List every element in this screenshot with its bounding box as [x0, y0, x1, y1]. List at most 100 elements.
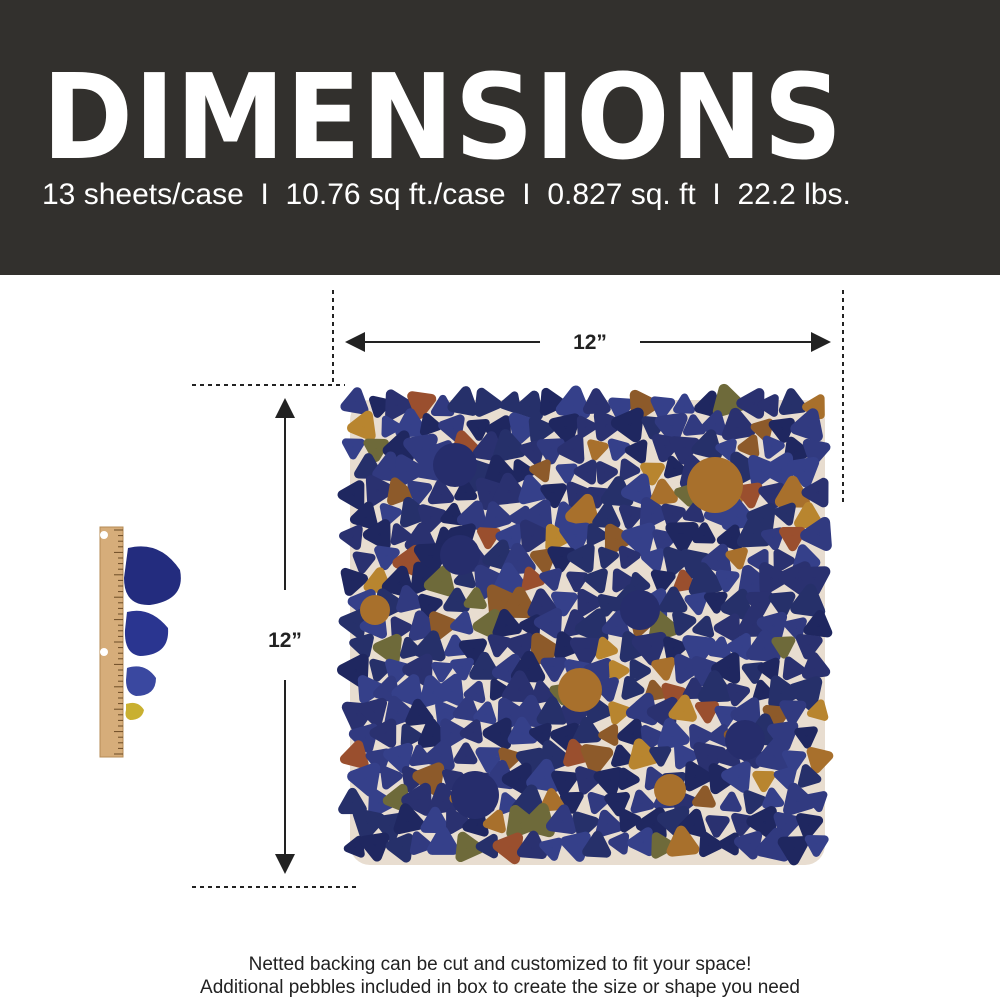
pebble — [486, 584, 519, 618]
pebble-large — [725, 720, 765, 760]
pebble — [372, 451, 405, 483]
pebble — [431, 661, 454, 683]
pebble — [492, 472, 527, 505]
pebble — [392, 544, 424, 578]
pebble — [674, 653, 703, 684]
pebble — [737, 434, 760, 458]
pebble — [381, 415, 402, 438]
pebble — [783, 782, 816, 816]
pebble — [699, 831, 723, 858]
pebble — [476, 527, 501, 550]
pebble — [604, 791, 630, 817]
pebble — [593, 410, 624, 442]
pebble — [657, 717, 690, 750]
pebble — [608, 701, 631, 725]
pebble — [654, 412, 688, 445]
pebble — [730, 697, 761, 730]
pebble — [659, 586, 688, 613]
pebble — [340, 387, 369, 415]
pebble — [341, 438, 365, 460]
pebble — [369, 718, 397, 748]
pebble — [501, 670, 537, 703]
pebble — [572, 716, 602, 744]
pebble — [533, 607, 563, 639]
pebble — [452, 695, 480, 722]
pebble — [417, 504, 448, 534]
pebble — [440, 718, 468, 749]
pebble — [773, 811, 801, 840]
pebble — [701, 543, 732, 575]
pebble — [762, 704, 791, 731]
pebble — [720, 588, 752, 621]
pebble — [430, 394, 455, 417]
pebble — [540, 788, 565, 812]
pebble — [802, 438, 831, 466]
pebble — [593, 677, 619, 702]
pebble — [372, 633, 402, 665]
pebble — [621, 676, 645, 700]
pebble — [453, 742, 478, 765]
pebble — [547, 546, 576, 573]
pebble — [582, 388, 611, 415]
pebble — [413, 630, 446, 662]
pebble — [502, 586, 537, 619]
pebble — [569, 637, 603, 668]
pebble-mosaic — [337, 383, 834, 866]
pebble — [539, 387, 566, 416]
pebble — [530, 632, 561, 666]
pebble — [721, 497, 756, 531]
pebble — [428, 782, 462, 815]
pebble — [779, 700, 807, 726]
pebble — [487, 634, 512, 658]
pebble — [368, 788, 395, 818]
pebble — [338, 608, 367, 639]
pebble — [640, 548, 665, 573]
pebble — [627, 827, 655, 857]
pebble-large — [433, 443, 477, 487]
pebble — [650, 396, 676, 420]
pebble — [395, 454, 426, 487]
pebble — [611, 744, 634, 768]
pebble — [726, 682, 751, 707]
spec-coverage: 10.76 sq ft./case — [285, 178, 506, 211]
pebble — [438, 414, 465, 442]
pebble — [790, 408, 823, 442]
pebble — [618, 545, 641, 569]
pebble — [629, 659, 651, 683]
pebble — [759, 562, 790, 595]
pebble — [795, 633, 823, 660]
pebble — [663, 455, 687, 479]
width-label: 12” — [573, 331, 607, 354]
pebble — [577, 588, 603, 617]
pebble-large — [687, 457, 743, 513]
pebble — [463, 587, 487, 610]
pebble-large — [124, 546, 181, 606]
pebble — [593, 766, 624, 797]
pebble — [463, 680, 486, 704]
separator: I — [522, 178, 531, 211]
pebble — [408, 610, 440, 641]
pebble — [721, 407, 756, 441]
pebble — [403, 433, 438, 468]
pebble — [455, 831, 485, 863]
pebble — [651, 657, 676, 681]
caption-line-2: Additional pebbles included in box to cr… — [200, 977, 800, 998]
pebble — [750, 418, 774, 442]
pebble — [694, 701, 719, 724]
pebble — [608, 660, 630, 683]
pebble — [407, 480, 433, 505]
pebble — [673, 393, 695, 414]
pebble — [610, 407, 644, 443]
pebble — [540, 483, 567, 509]
pebble — [499, 792, 521, 815]
pebble — [773, 502, 796, 526]
pebble — [466, 419, 490, 441]
pebble — [560, 831, 591, 862]
pebble — [572, 811, 600, 839]
pebble — [482, 717, 512, 750]
pebble — [649, 478, 678, 506]
pebble — [587, 791, 610, 815]
pebble — [501, 762, 532, 796]
pebble — [348, 723, 379, 753]
pebble — [475, 747, 504, 774]
